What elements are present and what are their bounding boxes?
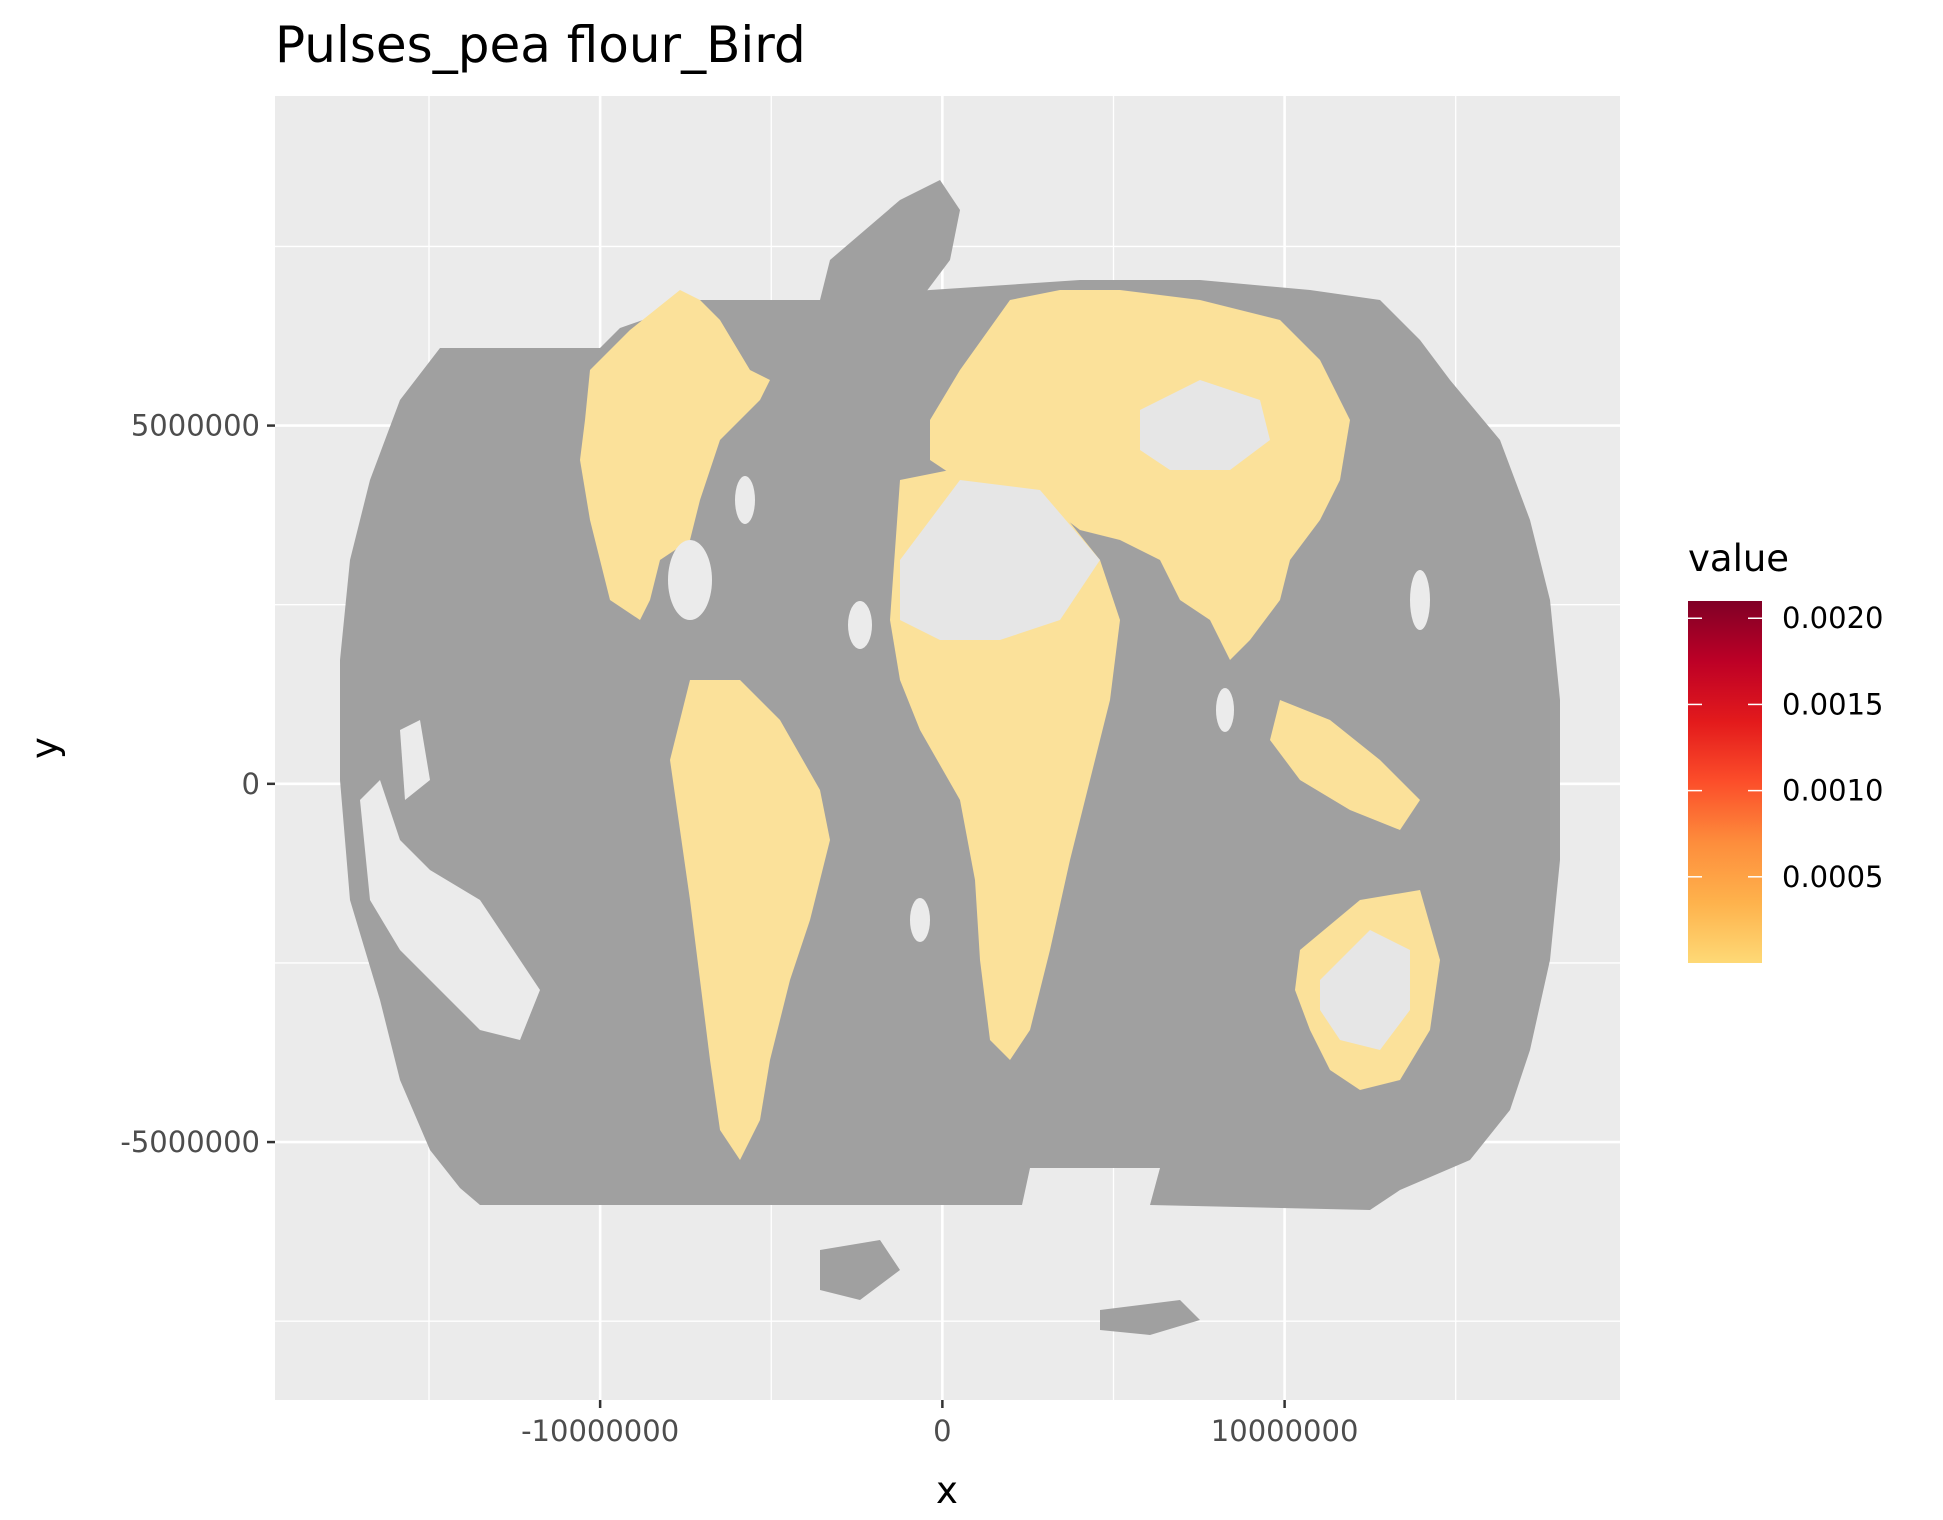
legend-colorbar (1688, 601, 1762, 963)
land-south-america (670, 680, 830, 1160)
ocean-hole-1 (735, 476, 755, 524)
land-north-america (580, 290, 770, 620)
ocean-hole-5 (1216, 688, 1234, 732)
chart-title: Pulses_pea flour_Bird (275, 16, 806, 74)
ocean-hole-west (400, 720, 430, 800)
y-tick-label: 0 (242, 767, 260, 801)
x-tick-label: 10000000 (1211, 1414, 1359, 1448)
land-eurasia (930, 290, 1350, 660)
land-sahara (900, 480, 1100, 640)
x-axis: -10000000 0 10000000 (521, 1400, 1358, 1448)
land-antarctica (820, 1240, 1200, 1335)
x-tick-label: -10000000 (521, 1414, 679, 1448)
legend-title: value (1688, 537, 1789, 580)
map-layer (340, 180, 1560, 1335)
ocean-hole-3 (848, 601, 872, 649)
ocean-hole-4 (910, 898, 930, 942)
ocean-hole-6 (1410, 570, 1430, 630)
y-axis: 5000000 0 -5000000 (120, 409, 275, 1159)
legend-tick-label: 0.0005 (1782, 860, 1883, 894)
land-greenland (820, 180, 960, 330)
legend-tick-label: 0.0015 (1782, 687, 1883, 721)
legend-tick-label: 0.0010 (1782, 774, 1883, 808)
legend-tick-label: 0.0020 (1782, 601, 1883, 635)
land-southeast-asia (1270, 700, 1420, 830)
land-central-asia (1140, 380, 1270, 470)
ocean-hole-2 (668, 540, 712, 620)
ocean-hole-pacific (360, 780, 540, 1040)
land-australia-interior (1320, 930, 1410, 1050)
legend-ticks: 0.0005 0.0010 0.0015 0.0020 (1688, 601, 1883, 894)
x-axis-title: x (936, 1469, 958, 1512)
legend: value 0.0005 0.0010 0.0015 0.0020 (1688, 537, 1883, 963)
y-tick-label: -5000000 (120, 1125, 260, 1159)
y-axis-title: y (23, 737, 66, 759)
x-tick-label: 0 (933, 1414, 951, 1448)
y-tick-label: 5000000 (131, 409, 260, 443)
